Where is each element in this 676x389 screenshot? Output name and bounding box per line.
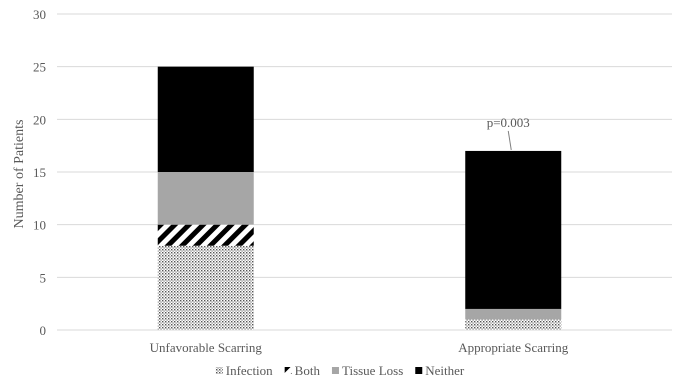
bar-neither-1 bbox=[465, 150, 562, 309]
annotations: p=0.003 bbox=[487, 115, 530, 151]
grid-lines bbox=[57, 13, 672, 331]
y-tick-label: 25 bbox=[33, 60, 46, 75]
legend-swatch-both bbox=[284, 367, 292, 374]
y-axis-label: Number of Patients bbox=[12, 120, 27, 229]
bar-infection-1 bbox=[465, 319, 562, 330]
bar-neither-0 bbox=[157, 66, 254, 172]
bar-both-0 bbox=[157, 224, 254, 246]
legend: Infection Both Tissue Loss Neither bbox=[215, 363, 465, 378]
y-tick-labels: 0 5 10 15 20 25 30 bbox=[33, 7, 46, 338]
y-tick-label: 10 bbox=[33, 218, 46, 233]
x-tick-labels: Unfavorable Scarring Appropriate Scarring bbox=[150, 340, 569, 355]
bar-tissue-loss-1 bbox=[465, 308, 562, 320]
y-tick-label: 5 bbox=[40, 270, 47, 285]
bar-infection-0 bbox=[157, 245, 254, 330]
y-tick-label: 30 bbox=[33, 7, 46, 22]
legend-label: Both bbox=[295, 363, 321, 378]
annotation-leader-line bbox=[507, 130, 512, 151]
legend-swatch-infection bbox=[215, 367, 223, 374]
legend-swatch-tissue-loss bbox=[331, 367, 339, 374]
legend-label: Infection bbox=[226, 363, 273, 378]
bar-tissue-loss-0 bbox=[157, 172, 254, 225]
y-tick-label: 15 bbox=[33, 165, 46, 180]
y-tick-label: 0 bbox=[40, 323, 47, 338]
x-tick-label: Unfavorable Scarring bbox=[150, 340, 263, 355]
y-tick-label: 20 bbox=[33, 112, 46, 127]
x-tick-label: Appropriate Scarring bbox=[458, 340, 569, 355]
legend-label: Tissue Loss bbox=[342, 363, 403, 378]
legend-swatch-neither bbox=[415, 367, 423, 374]
p-value-annotation: p=0.003 bbox=[487, 115, 530, 130]
legend-label: Neither bbox=[425, 363, 465, 378]
bars bbox=[157, 66, 562, 330]
